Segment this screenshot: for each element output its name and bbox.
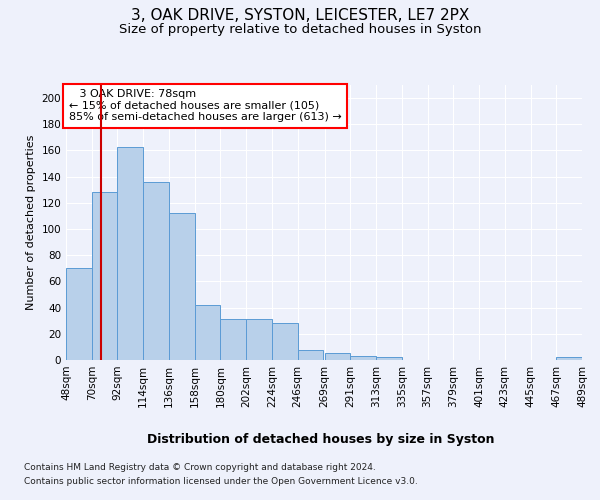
Bar <box>118 146 143 360</box>
Bar <box>350 356 376 360</box>
Bar <box>66 268 92 360</box>
Text: 3, OAK DRIVE, SYSTON, LEICESTER, LE7 2PX: 3, OAK DRIVE, SYSTON, LEICESTER, LE7 2PX <box>131 8 469 22</box>
Text: Contains HM Land Registry data © Crown copyright and database right 2024.: Contains HM Land Registry data © Crown c… <box>24 462 376 471</box>
Bar <box>325 354 350 360</box>
Bar <box>556 358 582 360</box>
Bar <box>376 358 402 360</box>
Bar <box>220 320 246 360</box>
Text: Distribution of detached houses by size in Syston: Distribution of detached houses by size … <box>147 432 495 446</box>
Y-axis label: Number of detached properties: Number of detached properties <box>26 135 36 310</box>
Text: Size of property relative to detached houses in Syston: Size of property relative to detached ho… <box>119 22 481 36</box>
Text: Contains public sector information licensed under the Open Government Licence v3: Contains public sector information licen… <box>24 478 418 486</box>
Bar <box>272 324 298 360</box>
Bar <box>143 182 169 360</box>
Bar <box>298 350 323 360</box>
Text: 3 OAK DRIVE: 78sqm
← 15% of detached houses are smaller (105)
85% of semi-detach: 3 OAK DRIVE: 78sqm ← 15% of detached hou… <box>68 89 341 122</box>
Bar <box>246 320 272 360</box>
Bar <box>169 214 195 360</box>
Bar <box>92 192 118 360</box>
Bar <box>195 305 220 360</box>
